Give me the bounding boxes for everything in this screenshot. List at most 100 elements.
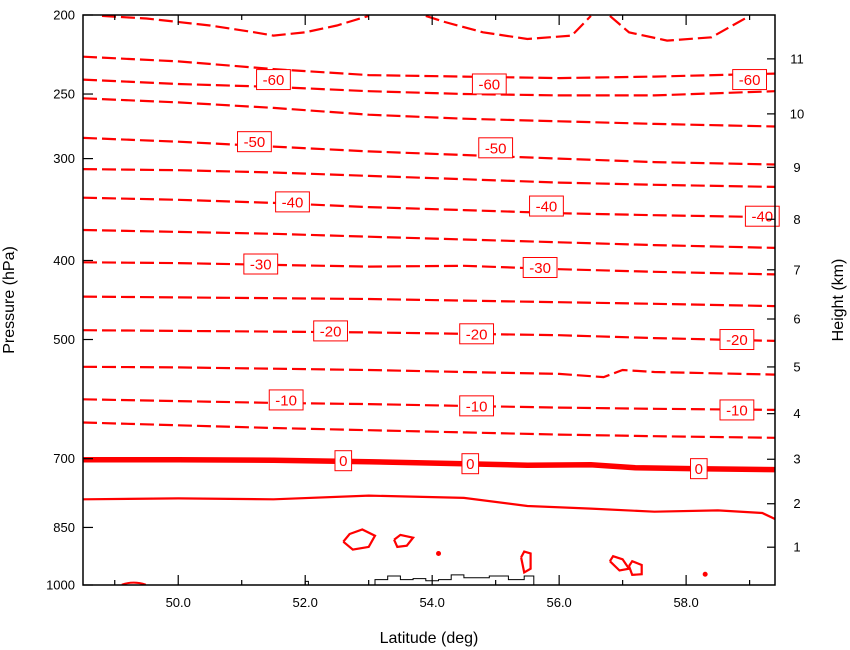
contour-line: [83, 97, 775, 128]
contour-label-box: [522, 256, 558, 278]
y2-tick-label: 10: [790, 106, 804, 121]
y-tick-label: 300: [53, 151, 75, 166]
contour-label-box: [529, 195, 564, 217]
x-axis-title: Latitude (deg): [380, 630, 479, 647]
contour-line: [520, 550, 532, 575]
x-tick-label: 58.0: [673, 595, 698, 610]
y2-tick-label: 4: [793, 406, 800, 421]
contour-dot: [436, 551, 442, 557]
y-tick-label: 500: [53, 332, 75, 347]
y2-tick-label: 2: [793, 496, 800, 511]
contour-line: [83, 136, 775, 166]
contour-line: [83, 295, 775, 308]
contour-line: [627, 559, 643, 577]
contour-line: [83, 78, 775, 97]
contour-label: -60: [732, 69, 768, 91]
plot-frame: [82, 14, 776, 586]
y2-tick-label: 9: [793, 160, 800, 175]
contour-label-text: -50: [485, 140, 507, 157]
contour-label-text: 0: [695, 461, 703, 478]
y-tick-label: 1000: [46, 578, 75, 593]
contour-fragment: [121, 581, 147, 585]
contour-label: -20: [459, 323, 495, 345]
y-tick-label: 400: [53, 253, 75, 268]
contour-labels: -60 -60 -60 -50 -50 -40 -40 -40 -30 -30 -20 -20 -20 -…: [237, 69, 780, 480]
contour-label-box: [237, 131, 272, 153]
contour-label-text: -30: [250, 257, 272, 274]
contour-label: -50: [237, 131, 272, 153]
contour-line: [609, 15, 751, 42]
contour-label-text: -20: [726, 332, 748, 349]
contour-label: -30: [522, 256, 558, 278]
contour-label-text: -10: [466, 398, 488, 415]
contour-dot: [702, 571, 708, 577]
contour-label: -20: [719, 329, 755, 351]
contour-label-box: [268, 389, 304, 411]
x-tick-label: 52.0: [293, 595, 318, 610]
y-tick-label: 200: [53, 8, 75, 23]
plot-content: [83, 15, 775, 585]
y-axis-height: 1 2 3 4 5 6 7 8 9 10 11: [767, 51, 804, 555]
contour-label-box: [313, 320, 348, 342]
contour-line: [83, 196, 775, 219]
contour-label-box: [459, 323, 495, 345]
y-axis-pressure: 1000 850 700 500 400 300 250 200: [46, 8, 93, 593]
contour-label-text: -20: [466, 326, 488, 343]
contour-label-box: [744, 205, 780, 227]
contour-label-box: [334, 450, 353, 472]
contour-line: [608, 554, 631, 572]
x-axis: 50.0 52.0 54.0 56.0 58.0: [114, 15, 751, 610]
contour-label: -20: [313, 320, 348, 342]
contour-line: [83, 55, 775, 80]
y2-axis-title: Height (km): [830, 259, 847, 342]
contour-label-box: [461, 453, 480, 475]
contour-label: -10: [268, 389, 304, 411]
y-tick-label: 850: [53, 520, 75, 535]
contour-label-box: [719, 399, 755, 421]
contour-line: [83, 398, 775, 411]
contour-label: -30: [243, 253, 279, 275]
contour-label-box: [243, 253, 279, 275]
contour-label: -60: [256, 69, 291, 91]
contour-label-box: [471, 73, 507, 95]
contour-label-text: -60: [263, 72, 285, 89]
x-tick-label: 56.0: [546, 595, 571, 610]
contour-line: [83, 494, 775, 520]
y2-tick-label: 11: [790, 51, 804, 66]
contour-label-text: -50: [244, 134, 266, 151]
contour-line: [83, 365, 775, 379]
contour-line: [83, 168, 775, 188]
contour-line: [83, 421, 775, 439]
y2-tick-label: 1: [793, 540, 800, 555]
x-tick-label: 50.0: [166, 595, 191, 610]
contour-label-box: [478, 137, 514, 159]
y2-tick-label: 5: [793, 359, 800, 374]
contour-label-text: -60: [478, 76, 500, 93]
contour-line: [425, 15, 592, 41]
contour-label: -10: [459, 395, 495, 417]
y-tick-label: 700: [53, 451, 75, 466]
y-tick-label: 250: [53, 87, 75, 102]
contour-label-text: -40: [536, 199, 558, 216]
contour-label-text: -10: [726, 402, 748, 419]
contour-line: [83, 456, 775, 473]
contour-label: -50: [478, 137, 514, 159]
contour-label-text: -20: [320, 323, 342, 340]
contour-label-text: -40: [751, 209, 773, 226]
contour-line: [101, 15, 370, 37]
contour-label-text: 0: [339, 453, 347, 470]
contour-line: [83, 228, 775, 249]
contour-label: -60: [471, 73, 507, 95]
contour-label-box: [732, 69, 768, 91]
contour-label: 0: [461, 453, 480, 475]
contour-label-box: [459, 395, 495, 417]
contour-label: -40: [275, 191, 310, 213]
contour-label-text: -40: [282, 194, 304, 211]
contour-label-box: [256, 69, 291, 91]
y2-tick-label: 8: [793, 212, 800, 227]
contour-label: -10: [719, 399, 755, 421]
y2-tick-label: 7: [793, 262, 800, 277]
contour-label-text: 0: [466, 456, 474, 473]
contour-line: [83, 261, 775, 276]
